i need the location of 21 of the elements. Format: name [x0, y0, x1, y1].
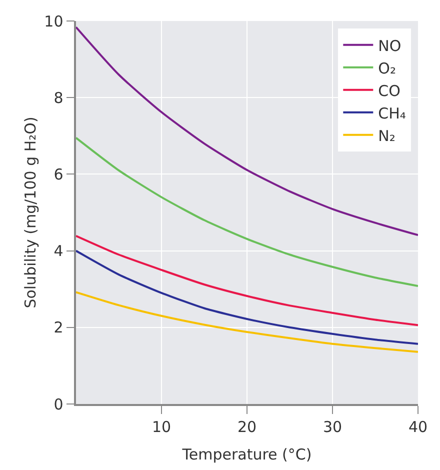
y-tick-label: 0	[54, 395, 64, 414]
x-tick-label: 30	[322, 418, 342, 436]
line-series	[76, 291, 418, 353]
y-axis-title: Solubility (mg/100 g H₂O)	[22, 116, 40, 308]
line-series	[76, 234, 418, 326]
legend-label: NO	[378, 36, 402, 55]
legend-label: CH₄	[378, 104, 406, 122]
x-axis-title: Temperature (°C)	[181, 446, 312, 464]
legend-label: N₂	[378, 126, 396, 145]
y-tick-label: 6	[54, 165, 64, 184]
x-tick-label: 20	[237, 418, 257, 436]
x-tick-label: 10	[152, 418, 172, 436]
y-tick-label: 10	[44, 12, 64, 30]
y-tick-label: 4	[54, 242, 64, 260]
y-tick-label: 8	[54, 88, 64, 107]
line-series	[76, 26, 418, 236]
x-tick-label: 40	[408, 418, 428, 436]
y-tick-label: 2	[54, 318, 64, 337]
line-series	[76, 250, 418, 345]
legend-label: O₂	[378, 59, 396, 78]
legend-label: CO	[378, 82, 400, 100]
